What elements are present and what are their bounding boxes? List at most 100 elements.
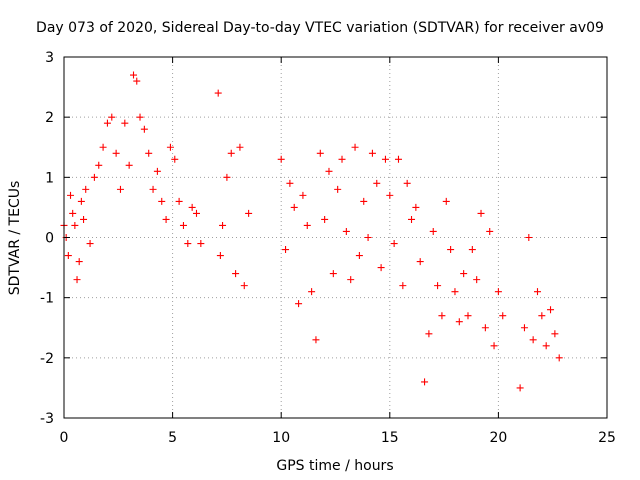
axis-tick-labels: 0 5 10 15 20 25 -3 -2 -1 0 1 2 3 <box>40 50 616 446</box>
data-point <box>316 149 324 157</box>
data-point <box>227 149 235 157</box>
data-point <box>116 185 124 193</box>
data-point <box>86 240 94 248</box>
data-point <box>125 161 133 169</box>
data-point <box>329 270 337 278</box>
y-tick-label: 2 <box>45 110 54 126</box>
data-point <box>223 173 231 181</box>
data-point <box>245 209 253 217</box>
data-point <box>108 113 116 121</box>
data-point <box>455 318 463 326</box>
data-point <box>136 113 144 121</box>
axis-ticks <box>63 56 608 419</box>
data-point <box>551 330 559 338</box>
data-point <box>403 179 411 187</box>
data-point <box>282 246 290 254</box>
data-point <box>67 191 75 199</box>
grid-lines <box>64 57 607 418</box>
x-axis-label: GPS time / hours <box>276 458 393 474</box>
x-tick-label: 5 <box>168 430 177 446</box>
data-point <box>103 119 111 127</box>
data-point <box>486 227 494 235</box>
data-point <box>71 221 79 229</box>
data-point <box>460 270 468 278</box>
data-point <box>312 336 320 344</box>
data-point <box>494 288 502 296</box>
data-point <box>162 215 170 223</box>
data-point <box>197 240 205 248</box>
data-point <box>325 167 333 175</box>
x-tick-label: 10 <box>272 430 290 446</box>
data-point <box>99 143 107 151</box>
y-tick-label: -3 <box>40 411 54 427</box>
data-point <box>321 215 329 223</box>
data-point <box>219 221 227 229</box>
y-tick-label: 0 <box>45 231 54 247</box>
data-point <box>299 191 307 199</box>
data-point <box>355 252 363 260</box>
data-point <box>192 209 200 217</box>
data-point <box>77 197 85 205</box>
data-point <box>429 227 437 235</box>
data-point <box>153 167 161 175</box>
data-point <box>451 288 459 296</box>
data-point <box>477 209 485 217</box>
data-point <box>394 155 402 163</box>
y-axis-label: SDTVAR / TECUs <box>7 181 23 296</box>
data-point <box>520 324 528 332</box>
data-point <box>525 234 533 241</box>
data-point <box>533 288 541 296</box>
data-point <box>277 155 285 163</box>
data-point <box>121 119 129 127</box>
y-tick-label: 1 <box>45 170 54 186</box>
x-tick-label: 25 <box>598 430 616 446</box>
data-point <box>95 161 103 169</box>
data-point <box>145 149 153 157</box>
data-point <box>75 258 83 266</box>
data-point <box>184 240 192 248</box>
data-point <box>342 227 350 235</box>
data-point <box>130 71 138 79</box>
data-point <box>290 203 298 211</box>
data-point <box>158 197 166 205</box>
data-point <box>364 234 372 241</box>
data-point <box>149 185 157 193</box>
data-point <box>555 354 563 362</box>
data-point <box>481 324 489 332</box>
data-point <box>133 77 141 85</box>
data-point <box>73 276 81 284</box>
data-point <box>499 312 507 320</box>
data-point <box>468 246 476 254</box>
data-point <box>438 312 446 320</box>
data-point <box>368 149 376 157</box>
data-point <box>303 221 311 229</box>
data-point <box>399 282 407 290</box>
data-point <box>390 240 398 248</box>
data-point <box>295 300 303 308</box>
data-point <box>179 221 187 229</box>
data-point <box>171 155 179 163</box>
data-point <box>425 330 433 338</box>
data-point <box>408 215 416 223</box>
data-point <box>69 209 77 217</box>
data-point <box>90 173 98 181</box>
data-point <box>421 378 429 386</box>
data-point <box>416 258 424 266</box>
data-point <box>214 89 222 97</box>
x-tick-label: 20 <box>489 430 507 446</box>
data-points <box>60 71 563 392</box>
data-point <box>412 203 420 211</box>
data-point <box>232 270 240 278</box>
data-point <box>351 143 359 151</box>
data-point <box>347 276 355 284</box>
data-point <box>373 179 381 187</box>
chart-title: Day 073 of 2020, Sidereal Day-to-day VTE… <box>36 20 604 36</box>
data-point <box>442 197 450 205</box>
data-point <box>64 252 72 260</box>
data-point <box>216 252 224 260</box>
data-point <box>286 179 294 187</box>
data-point <box>140 125 148 133</box>
data-point <box>360 197 368 205</box>
